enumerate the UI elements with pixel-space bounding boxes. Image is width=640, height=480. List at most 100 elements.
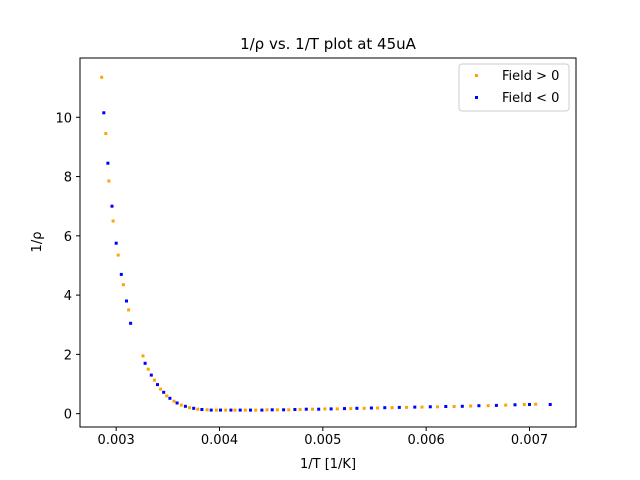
data-point — [162, 390, 166, 394]
data-point — [444, 405, 448, 408]
x-tick-label: 0.003 — [98, 433, 135, 448]
data-point — [477, 404, 481, 408]
data-point — [323, 407, 327, 411]
data-point — [159, 387, 163, 391]
data-point — [317, 407, 321, 411]
data-point — [362, 406, 366, 410]
data-point — [143, 361, 147, 365]
data-point — [209, 408, 213, 412]
data-point — [265, 408, 269, 412]
data-point — [183, 404, 187, 408]
data-point — [513, 403, 517, 407]
legend: Field > 0 Field < 0 — [458, 63, 570, 112]
y-tick-label: 10 — [55, 111, 72, 126]
data-point — [114, 241, 118, 245]
data-point — [383, 406, 387, 410]
data-point — [141, 354, 145, 358]
data-point — [129, 321, 133, 325]
data-point — [156, 383, 159, 387]
data-point — [260, 408, 264, 412]
y-tick-label: 6 — [64, 230, 72, 245]
data-point — [102, 111, 106, 115]
data-point — [355, 406, 359, 410]
data-point — [522, 403, 526, 406]
data-point — [349, 407, 353, 411]
y-tick-label: 8 — [64, 171, 72, 186]
data-point — [405, 405, 408, 409]
data-point — [534, 402, 538, 406]
data-point — [494, 403, 498, 407]
data-points — [100, 75, 552, 412]
data-point — [104, 132, 108, 136]
data-point — [298, 408, 302, 411]
data-point — [238, 408, 242, 412]
x-axis-label: 1/T [1/K] — [300, 457, 356, 472]
data-point — [420, 405, 424, 409]
data-point — [436, 405, 439, 409]
legend-marker-field-negative — [475, 96, 478, 99]
data-point — [469, 404, 473, 408]
y-tick-label: 4 — [64, 289, 72, 304]
data-point — [110, 204, 114, 208]
data-point — [460, 404, 464, 408]
data-point — [397, 405, 401, 409]
data-point — [335, 407, 339, 411]
data-point — [175, 401, 179, 405]
data-point — [200, 408, 204, 411]
x-tick-label: 0.005 — [304, 433, 341, 448]
data-point — [152, 378, 156, 382]
data-point — [293, 408, 297, 411]
data-point — [413, 405, 417, 409]
data-point — [149, 373, 153, 377]
data-point — [111, 219, 115, 223]
y-tick-label: 2 — [64, 348, 72, 363]
plot-frame — [79, 57, 577, 428]
data-point — [287, 408, 291, 412]
data-point — [219, 408, 222, 412]
data-point — [233, 408, 237, 412]
data-point — [179, 403, 183, 407]
data-point — [270, 408, 274, 412]
legend-label-field-negative: Field < 0 — [502, 91, 559, 106]
y-axis-label: 1/ρ — [30, 232, 45, 253]
data-point — [548, 403, 552, 406]
y-tick-label: 0 — [64, 408, 72, 423]
x-tick-label: 0.006 — [408, 433, 445, 448]
data-point — [229, 408, 233, 412]
chart-title: 1/ρ vs. 1/T plot at 45uA — [240, 35, 417, 53]
legend-box — [458, 63, 570, 112]
data-point — [100, 75, 104, 79]
data-point — [214, 408, 218, 412]
data-point — [168, 396, 172, 400]
x-tick-label: 0.004 — [201, 433, 238, 448]
data-point — [376, 406, 380, 410]
legend-label-field-positive: Field > 0 — [502, 69, 559, 84]
data-point — [254, 408, 258, 412]
data-point — [146, 367, 150, 371]
data-point — [329, 407, 333, 411]
data-point — [486, 404, 490, 408]
data-point — [107, 179, 111, 183]
data-point — [127, 308, 131, 312]
data-point — [504, 403, 508, 407]
x-tick-label: 0.007 — [511, 433, 548, 448]
data-point — [196, 407, 200, 411]
data-point — [304, 407, 308, 411]
series-field-negative — [102, 111, 552, 412]
data-point — [452, 405, 456, 408]
data-point — [125, 299, 128, 303]
data-point — [243, 408, 247, 412]
data-point — [121, 283, 125, 287]
data-point — [205, 408, 209, 412]
data-point — [192, 406, 196, 410]
series-field-positive — [100, 75, 538, 412]
data-point — [528, 403, 531, 406]
data-point — [275, 408, 279, 412]
data-point — [428, 405, 432, 409]
data-point — [106, 161, 110, 165]
legend-marker-field-positive — [475, 74, 478, 77]
data-point — [224, 408, 228, 412]
data-point — [119, 272, 123, 276]
data-point — [165, 394, 169, 398]
